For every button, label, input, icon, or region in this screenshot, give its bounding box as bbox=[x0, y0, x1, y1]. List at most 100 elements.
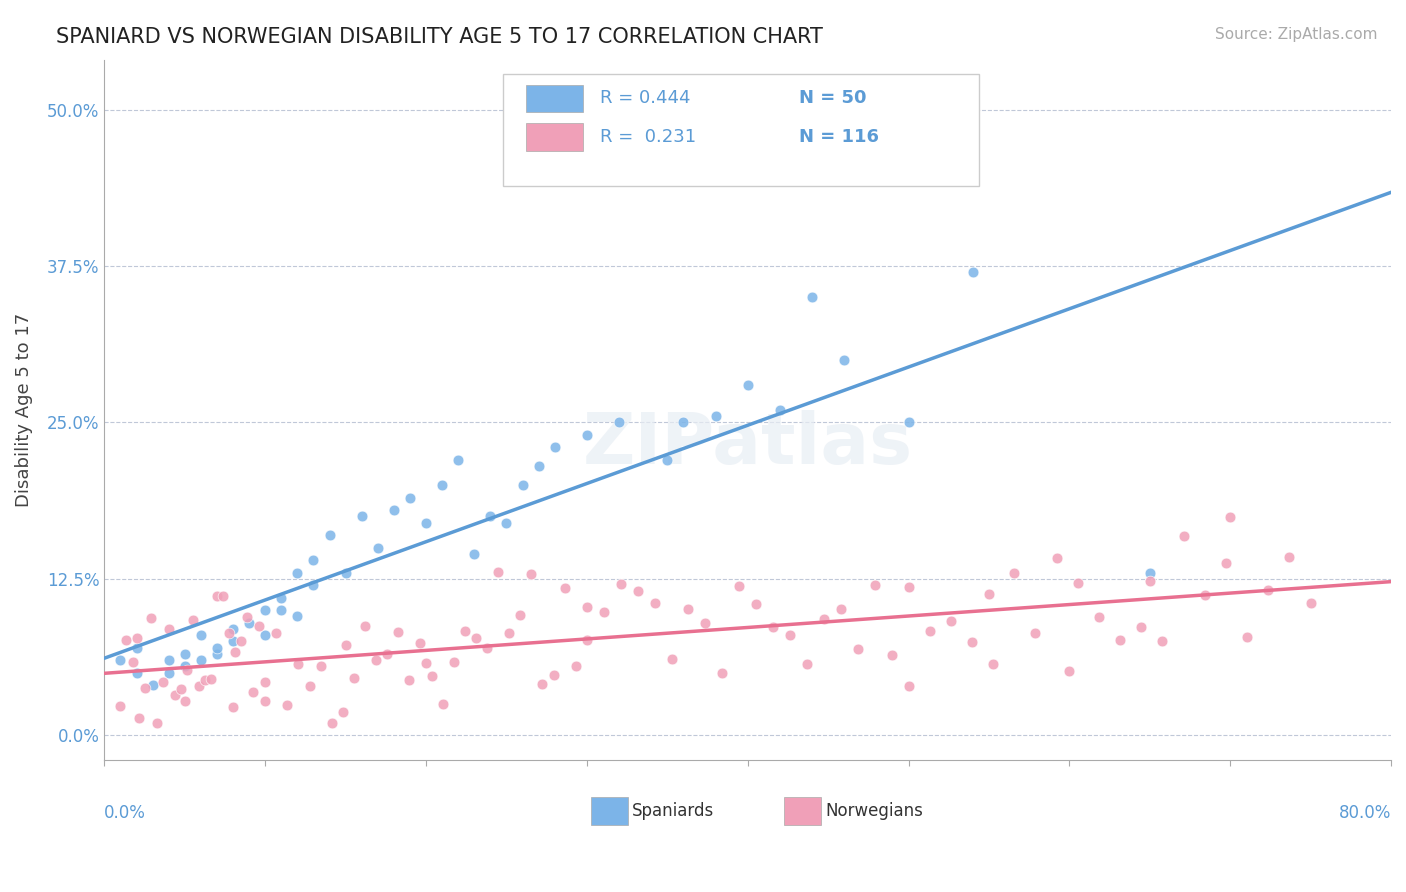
Point bbox=[229, 633, 252, 648]
Point bbox=[607, 416, 630, 430]
Point bbox=[575, 600, 598, 615]
Point bbox=[1194, 588, 1216, 602]
Point bbox=[796, 657, 818, 671]
Point bbox=[1236, 630, 1258, 644]
Point bbox=[918, 624, 941, 638]
Point bbox=[769, 403, 792, 417]
Text: R = 0.444: R = 0.444 bbox=[600, 89, 690, 107]
Point bbox=[672, 416, 695, 430]
Point bbox=[1219, 510, 1241, 524]
Point bbox=[236, 609, 259, 624]
Point bbox=[200, 672, 222, 686]
Point bbox=[387, 624, 409, 639]
Point bbox=[1173, 529, 1195, 543]
Point bbox=[1139, 574, 1161, 589]
FancyBboxPatch shape bbox=[783, 797, 821, 825]
Point bbox=[661, 652, 683, 666]
Point bbox=[128, 710, 150, 724]
Point bbox=[678, 602, 700, 616]
Point bbox=[121, 655, 143, 669]
FancyBboxPatch shape bbox=[526, 123, 583, 151]
Point bbox=[142, 678, 165, 692]
Point bbox=[465, 631, 488, 645]
Point bbox=[375, 647, 398, 661]
Text: 80.0%: 80.0% bbox=[1339, 804, 1391, 822]
FancyBboxPatch shape bbox=[503, 74, 980, 186]
Point bbox=[173, 659, 195, 673]
Point bbox=[205, 647, 228, 661]
Point bbox=[309, 659, 332, 673]
Point bbox=[187, 680, 209, 694]
Point bbox=[157, 665, 180, 680]
Point bbox=[242, 685, 264, 699]
Point bbox=[498, 626, 520, 640]
Point bbox=[520, 567, 543, 582]
Point bbox=[170, 681, 193, 696]
Point bbox=[354, 619, 377, 633]
Point bbox=[254, 675, 277, 690]
Point bbox=[115, 633, 138, 648]
Point bbox=[157, 622, 180, 636]
Point bbox=[222, 699, 245, 714]
Point bbox=[627, 583, 650, 598]
Text: SPANIARD VS NORWEGIAN DISABILITY AGE 5 TO 17 CORRELATION CHART: SPANIARD VS NORWEGIAN DISABILITY AGE 5 T… bbox=[56, 27, 823, 46]
Point bbox=[430, 478, 453, 492]
Point bbox=[139, 611, 162, 625]
Point bbox=[565, 659, 588, 673]
Point bbox=[575, 632, 598, 647]
Point bbox=[801, 290, 824, 304]
Point bbox=[644, 596, 666, 610]
Point bbox=[554, 581, 576, 595]
Point bbox=[110, 653, 132, 667]
Point bbox=[173, 647, 195, 661]
Point bbox=[897, 416, 920, 430]
Point bbox=[1152, 633, 1174, 648]
Point bbox=[1059, 664, 1081, 678]
Point bbox=[728, 579, 751, 593]
Point bbox=[762, 620, 785, 634]
Text: Norwegians: Norwegians bbox=[825, 802, 922, 820]
Point bbox=[495, 516, 517, 530]
Point bbox=[880, 648, 903, 662]
Point bbox=[939, 614, 962, 628]
Text: R =  0.231: R = 0.231 bbox=[600, 128, 696, 145]
Point bbox=[343, 671, 366, 685]
Point bbox=[409, 636, 432, 650]
FancyBboxPatch shape bbox=[526, 85, 583, 112]
Point bbox=[509, 607, 531, 622]
Point bbox=[205, 589, 228, 603]
Point bbox=[432, 698, 454, 712]
Point bbox=[543, 668, 565, 682]
Point bbox=[270, 591, 292, 605]
Point bbox=[1257, 583, 1279, 598]
Point bbox=[1278, 550, 1301, 565]
Point bbox=[125, 665, 148, 680]
Point bbox=[194, 673, 217, 687]
Point bbox=[285, 609, 308, 624]
Point bbox=[454, 624, 477, 638]
Point bbox=[737, 378, 759, 392]
Point bbox=[318, 528, 340, 542]
Point bbox=[125, 632, 148, 646]
Point bbox=[335, 566, 357, 580]
Point bbox=[152, 675, 174, 690]
Text: Spaniards: Spaniards bbox=[631, 802, 714, 820]
Point bbox=[298, 679, 321, 693]
Point bbox=[592, 605, 614, 619]
Point bbox=[897, 679, 920, 693]
Point bbox=[981, 657, 1004, 672]
Point bbox=[415, 516, 437, 530]
Point bbox=[238, 615, 260, 630]
Text: N = 116: N = 116 bbox=[799, 128, 879, 145]
FancyBboxPatch shape bbox=[591, 797, 628, 825]
Point bbox=[366, 653, 388, 667]
Point bbox=[302, 553, 325, 567]
Point bbox=[420, 669, 443, 683]
Point bbox=[447, 453, 470, 467]
Point bbox=[745, 598, 768, 612]
Y-axis label: Disability Age 5 to 17: Disability Age 5 to 17 bbox=[15, 313, 32, 507]
Point bbox=[1002, 566, 1025, 581]
Point bbox=[224, 645, 246, 659]
Text: 0.0%: 0.0% bbox=[104, 804, 146, 822]
Point bbox=[1215, 556, 1237, 570]
